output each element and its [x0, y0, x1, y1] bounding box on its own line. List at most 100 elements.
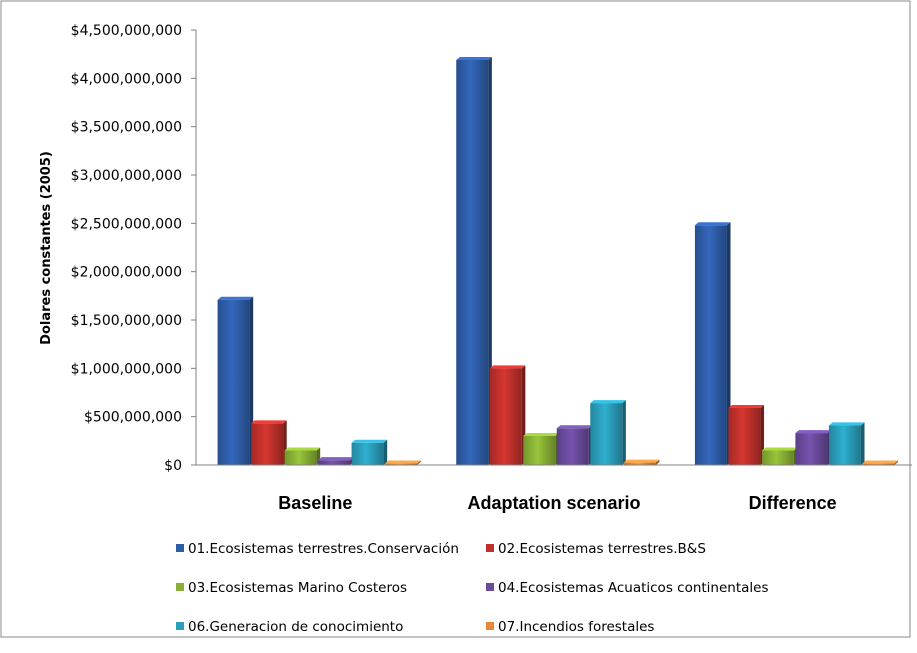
- legend-label: 04.Ecosistemas Acuaticos continentales: [498, 580, 769, 596]
- bar-top: [284, 447, 321, 451]
- bar-top: [828, 422, 865, 426]
- bar-front: [590, 403, 623, 465]
- bar-top: [623, 459, 660, 463]
- bar-front: [862, 463, 895, 465]
- bar-top: [251, 420, 287, 424]
- bar-front: [523, 436, 556, 465]
- bars: [217, 56, 899, 465]
- y-tick-label: $4,500,000,000: [71, 23, 182, 39]
- bar: [318, 457, 354, 465]
- chart-border: [0, 0, 911, 638]
- y-tick-label: $4,000,000,000: [71, 71, 182, 87]
- bar: [590, 400, 626, 465]
- bar: [795, 430, 832, 465]
- bar-top: [385, 460, 421, 464]
- legend-item: 07.Incendios forestales: [486, 619, 654, 635]
- bar: [456, 56, 492, 465]
- bar: [556, 425, 593, 465]
- x-tick-label: Difference: [749, 493, 837, 513]
- legend-label: 07.Incendios forestales: [498, 619, 654, 635]
- bar-front: [456, 59, 489, 465]
- bar-top: [489, 365, 526, 369]
- bar-front: [385, 463, 418, 465]
- bar-top: [590, 400, 626, 404]
- legend-label: 02.Ecosistemas terrestres.B&S: [498, 541, 706, 557]
- y-tick-label: $1,000,000,000: [71, 361, 182, 377]
- bar: [251, 420, 287, 465]
- bar-side: [622, 400, 626, 465]
- bar-front: [828, 425, 861, 465]
- bar: [728, 404, 765, 465]
- bar: [385, 460, 421, 465]
- y-tick-label: $500,000,000: [84, 410, 182, 426]
- bar: [862, 460, 899, 465]
- x-axis: Baseline Adaptation scenario Difference: [196, 464, 912, 513]
- y-axis-label: Dolares constantes (2005): [39, 151, 54, 345]
- bar: [761, 447, 798, 465]
- bar-top: [862, 460, 899, 464]
- legend-item: 03.Ecosistemas Marino Costeros: [176, 580, 407, 596]
- y-axis: $0 $500,000,000 $1,000,000,000 $1,500,000,0…: [71, 23, 197, 474]
- bar-side: [726, 222, 731, 465]
- bar-top: [795, 430, 832, 434]
- bar-front: [351, 442, 384, 465]
- bar-side: [894, 460, 899, 465]
- bar: [623, 459, 660, 465]
- legend-item: 06.Generacion de conocimiento: [176, 619, 403, 635]
- y-tick-label: $2,500,000,000: [71, 216, 182, 232]
- bar-top: [456, 56, 492, 60]
- bar-front: [728, 407, 761, 465]
- legend-swatch: [176, 544, 184, 552]
- bar-side: [383, 439, 388, 465]
- x-tick-label: Adaptation scenario: [467, 493, 640, 513]
- bar: [523, 433, 559, 465]
- legend-label: 01.Ecosistemas terrestres.Conservación: [188, 541, 459, 557]
- bar-side: [488, 56, 492, 465]
- legend-swatch: [176, 622, 184, 630]
- y-tick-label: $0: [164, 458, 182, 474]
- legend: 01.Ecosistemas terrestres.Conservación 02…: [176, 541, 769, 635]
- legend-label: 06.Generacion de conocimiento: [188, 619, 403, 635]
- y-tick-label: $2,000,000,000: [71, 265, 182, 281]
- bar-top: [728, 404, 765, 408]
- legend-item: 02.Ecosistemas terrestres.B&S: [486, 541, 706, 557]
- legend-item: 01.Ecosistemas terrestres.Conservación: [176, 541, 459, 557]
- bar-front: [251, 423, 284, 465]
- bar-top: [694, 222, 731, 226]
- bar-top: [217, 296, 254, 300]
- bar: [489, 365, 526, 465]
- legend-swatch: [486, 544, 494, 552]
- bar-front: [284, 450, 317, 465]
- bar-top: [523, 433, 559, 436]
- legend-swatch: [176, 583, 184, 591]
- y-tick-label: $3,500,000,000: [71, 120, 182, 136]
- bar-side: [417, 460, 421, 465]
- bar-front: [217, 299, 250, 465]
- bar-front: [489, 368, 522, 465]
- y-tick-label: $3,000,000,000: [71, 168, 182, 184]
- legend-item: 04.Ecosistemas Acuaticos continentales: [486, 580, 769, 596]
- bar: [351, 439, 388, 465]
- bar: [694, 222, 731, 465]
- bar-front: [623, 462, 656, 465]
- bar-front: [694, 225, 727, 465]
- y-tick-label: $1,500,000,000: [71, 313, 182, 329]
- bar-top: [318, 457, 354, 461]
- bar: [284, 447, 321, 465]
- legend-swatch: [486, 622, 494, 630]
- bar-top: [556, 425, 593, 429]
- bar-front: [795, 433, 828, 465]
- bar-side: [655, 459, 660, 465]
- bar: [217, 296, 254, 465]
- bar-front: [318, 460, 351, 465]
- bar-front: [556, 428, 589, 465]
- legend-swatch: [486, 583, 494, 591]
- legend-label: 03.Ecosistemas Marino Costeros: [188, 580, 407, 596]
- bar-top: [761, 447, 798, 451]
- bar-front: [761, 450, 794, 465]
- bar-top: [351, 439, 388, 443]
- bar-side: [860, 422, 865, 465]
- x-tick-label: Baseline: [278, 493, 352, 513]
